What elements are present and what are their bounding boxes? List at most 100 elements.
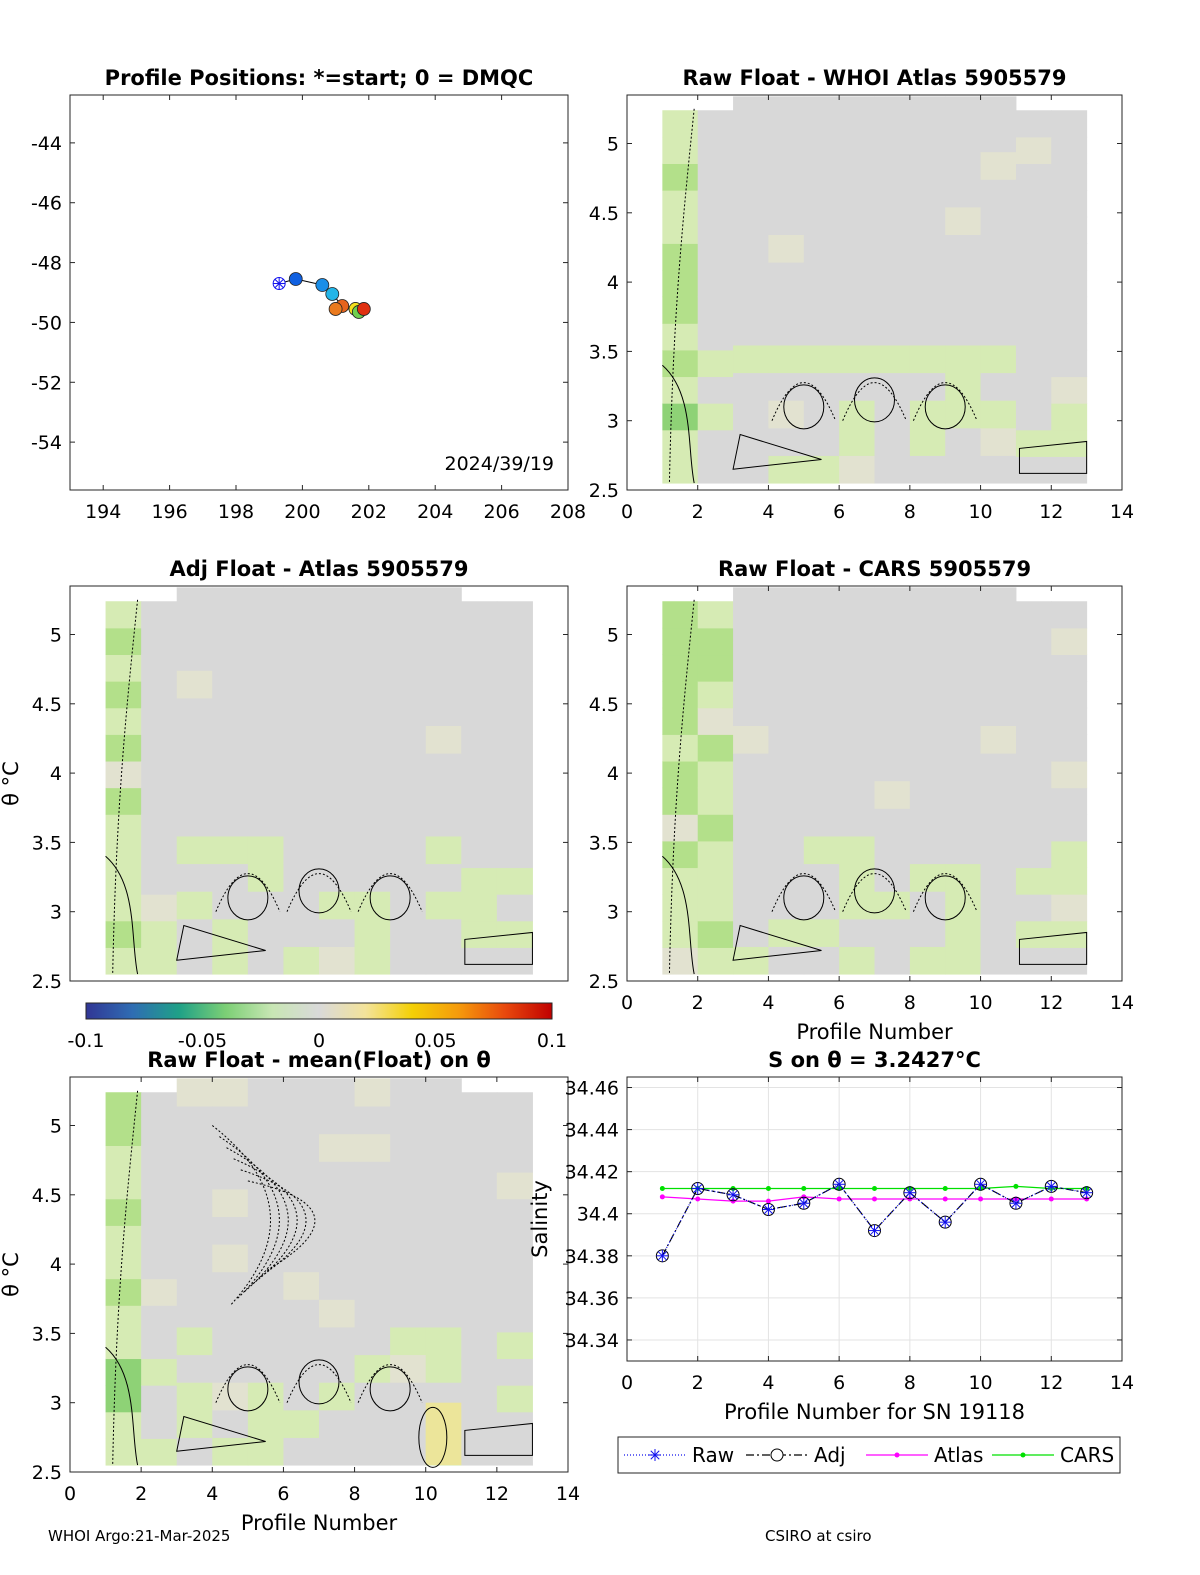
heatmap-cell bbox=[496, 654, 533, 682]
cars-contours bbox=[662, 599, 1088, 975]
heatmap-cell bbox=[105, 1411, 142, 1439]
heatmap-cell bbox=[1015, 270, 1052, 298]
atlas-ytick-3.5: 3.5 bbox=[589, 341, 619, 363]
heatmap-cell bbox=[980, 587, 1017, 616]
heatmap-cell bbox=[461, 707, 498, 735]
heatmap-cell bbox=[662, 814, 699, 842]
heatmap-cell bbox=[390, 1244, 427, 1273]
heatmap-cell bbox=[697, 376, 734, 404]
heatmap-cell bbox=[283, 1106, 320, 1135]
heatmap-cell bbox=[283, 1326, 320, 1356]
heatmap-cell bbox=[461, 1145, 498, 1173]
heatmap-cell bbox=[1051, 840, 1088, 869]
heatmap-cell bbox=[1015, 110, 1052, 138]
atlas-point bbox=[695, 1196, 701, 1202]
heatmap-cell bbox=[697, 296, 734, 324]
heatmap-cell bbox=[354, 615, 391, 644]
atlas-xtick-6: 6 bbox=[833, 501, 845, 523]
raw-point bbox=[797, 1197, 810, 1210]
heatmap-cell bbox=[909, 918, 946, 947]
atlas-point bbox=[765, 1198, 771, 1204]
positions-xtick-206: 206 bbox=[483, 501, 519, 523]
contour-line bbox=[464, 1422, 533, 1456]
heatmap-cell bbox=[319, 753, 356, 782]
heatmap-cell bbox=[1051, 296, 1088, 324]
mean-xlabel: Profile Number bbox=[241, 1511, 398, 1535]
heatmap-cell bbox=[768, 124, 805, 153]
heatmap-cell bbox=[247, 891, 284, 920]
heatmap-cell bbox=[390, 1271, 427, 1300]
heatmap-cell bbox=[212, 753, 249, 782]
cars-title: Raw Float - CARS 5905579 bbox=[718, 557, 1031, 581]
heatmap-cell bbox=[461, 894, 498, 922]
heatmap-cell bbox=[874, 808, 911, 837]
heatmap-cell bbox=[425, 780, 462, 809]
heatmap-cell bbox=[1051, 681, 1088, 709]
profile-position-point bbox=[356, 302, 371, 316]
heatmap-cell bbox=[141, 1118, 178, 1147]
heatmap-cell bbox=[1015, 429, 1052, 457]
heatmap-cell bbox=[390, 946, 427, 975]
heatmap-cell bbox=[839, 400, 875, 429]
heatmap-cell bbox=[283, 863, 320, 892]
mean-ytick-2.5: 2.5 bbox=[32, 1462, 62, 1484]
contour-line bbox=[369, 1366, 411, 1412]
heatmap-cell bbox=[909, 234, 946, 263]
positions-xtick-200: 200 bbox=[284, 501, 320, 523]
footer-right-text: CSIRO at csiro bbox=[765, 1527, 872, 1545]
heatmap-cell bbox=[319, 946, 356, 975]
cars-ytick-4: 4 bbox=[607, 763, 619, 785]
heatmap-cell bbox=[496, 1225, 533, 1253]
heatmap-cell bbox=[212, 1409, 249, 1438]
heatmap-cell bbox=[768, 96, 805, 125]
heatmap-cell bbox=[803, 206, 840, 235]
heatmap-cell bbox=[354, 808, 391, 837]
heatmap-cell bbox=[176, 1299, 213, 1328]
heatmap-cell bbox=[697, 403, 734, 431]
salinity-axes bbox=[626, 1076, 1123, 1362]
heatmap-cell bbox=[697, 814, 734, 842]
heatmap-cell bbox=[176, 753, 213, 782]
heatmap-cell bbox=[1051, 734, 1088, 762]
heatmap-cell bbox=[980, 642, 1017, 671]
heatmap-cell bbox=[212, 1299, 249, 1328]
heatmap-cell bbox=[390, 1188, 427, 1217]
heatmap-cell bbox=[425, 1133, 462, 1162]
contour-line bbox=[668, 108, 695, 484]
heatmap-cell bbox=[945, 96, 982, 125]
contour-line bbox=[783, 875, 825, 921]
heatmap-cell bbox=[105, 654, 142, 682]
heatmap-cell bbox=[980, 455, 1017, 484]
heatmap-cell bbox=[105, 627, 142, 656]
heatmap-cell bbox=[874, 946, 911, 975]
heatmap-cell bbox=[176, 946, 213, 975]
heatmap-cell bbox=[839, 179, 875, 208]
heatmap-cell bbox=[461, 1278, 498, 1306]
heatmap-cell bbox=[909, 96, 946, 125]
adj-atlas-ytick-2.5: 2.5 bbox=[32, 971, 62, 993]
mean-xtick-2: 2 bbox=[135, 1483, 147, 1505]
mean-ytick-4.5: 4.5 bbox=[32, 1185, 62, 1207]
heatmap-cell bbox=[662, 627, 699, 656]
mean-contours bbox=[105, 1090, 533, 1468]
heatmap-cell bbox=[662, 947, 699, 975]
heatmap-cell bbox=[390, 1409, 427, 1438]
heatmap-cell bbox=[803, 670, 840, 699]
heatmap-cell bbox=[141, 1438, 178, 1466]
heatmap-cell bbox=[283, 615, 320, 644]
heatmap-cell bbox=[697, 707, 734, 735]
heatmap-cell bbox=[283, 1437, 320, 1466]
heatmap-cell bbox=[461, 920, 498, 948]
salinity-xtick-14: 14 bbox=[1110, 1372, 1134, 1394]
heatmap-cell bbox=[141, 627, 178, 656]
heatmap-cell bbox=[768, 179, 805, 208]
heatmap-cell bbox=[874, 262, 911, 291]
heatmap-cell bbox=[839, 234, 875, 263]
heatmap-cell bbox=[697, 734, 734, 762]
heatmap-cell bbox=[874, 179, 911, 208]
heatmap-cell bbox=[980, 863, 1017, 892]
heatmap-cell bbox=[425, 1161, 462, 1190]
heatmap-cell bbox=[283, 1354, 320, 1383]
heatmap-cell bbox=[662, 654, 699, 682]
heatmap-cell bbox=[697, 627, 734, 656]
